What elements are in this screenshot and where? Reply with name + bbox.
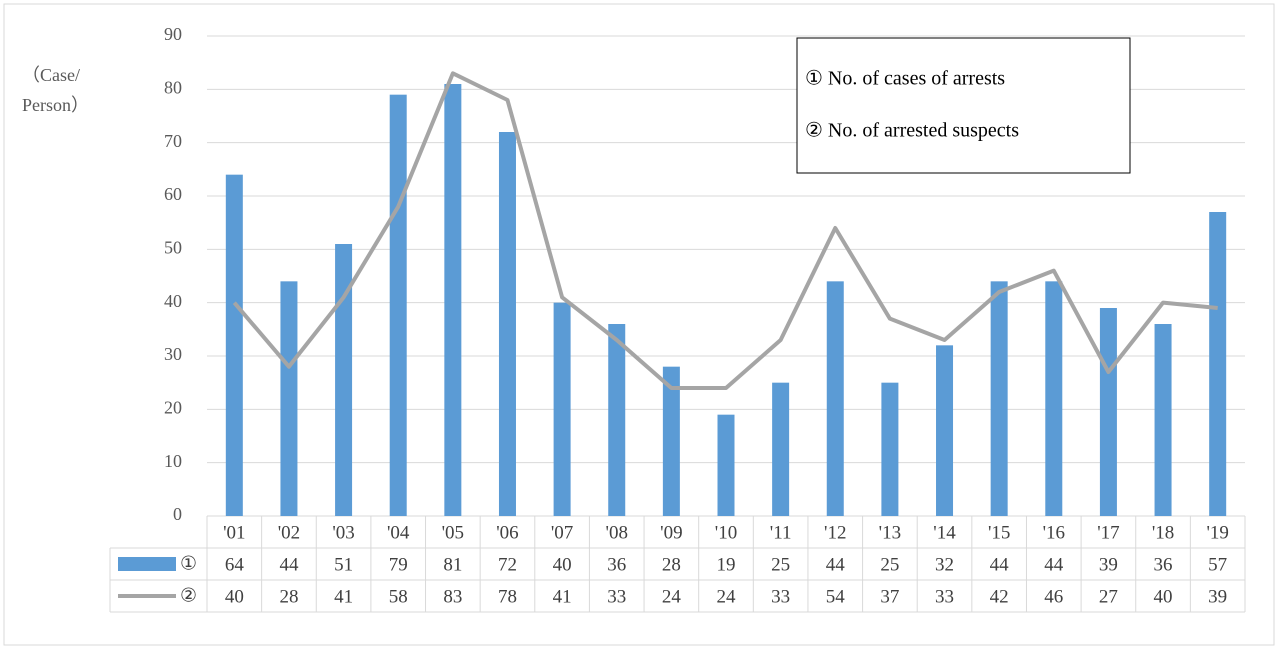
data-label: 44 — [990, 554, 1010, 575]
data-label: 58 — [389, 586, 408, 607]
bar — [1099, 308, 1117, 516]
bar — [335, 244, 353, 516]
data-label: 24 — [662, 586, 682, 607]
bar — [1209, 212, 1227, 516]
x-tick-label: '16 — [1043, 522, 1065, 543]
data-label: 54 — [826, 586, 846, 607]
data-label: 40 — [1154, 586, 1173, 607]
y-axis-label: （Case/ — [22, 65, 80, 85]
x-tick-label: '18 — [1152, 522, 1174, 543]
y-tick-label: 50 — [164, 237, 182, 257]
data-label: 28 — [662, 554, 681, 575]
bar — [1045, 281, 1063, 516]
data-label: 25 — [880, 554, 899, 575]
data-label: 41 — [553, 586, 572, 607]
data-label: 24 — [717, 586, 737, 607]
data-label: 57 — [1208, 554, 1227, 575]
data-label: 51 — [334, 554, 353, 575]
data-label: 44 — [826, 554, 846, 575]
data-label: 32 — [935, 554, 954, 575]
x-tick-label: '10 — [715, 522, 737, 543]
x-tick-label: '15 — [988, 522, 1010, 543]
x-tick-label: '17 — [1097, 522, 1119, 543]
data-label: 79 — [389, 554, 408, 575]
y-axis-label: Person） — [22, 95, 89, 115]
bar — [608, 324, 626, 516]
data-label: 46 — [1044, 586, 1063, 607]
bar — [1154, 324, 1172, 516]
data-label: 39 — [1208, 586, 1227, 607]
x-tick-label: '05 — [442, 522, 464, 543]
x-tick-label: '04 — [387, 522, 410, 543]
data-label: 44 — [279, 554, 299, 575]
data-label: 83 — [443, 586, 462, 607]
y-tick-label: 20 — [164, 397, 182, 417]
line — [232, 71, 1218, 390]
y-tick-label: 60 — [164, 184, 182, 204]
data-label: 33 — [935, 586, 954, 607]
legend — [796, 37, 1131, 174]
data-label: 33 — [771, 586, 790, 607]
bar — [498, 132, 516, 516]
data-label: 81 — [443, 554, 462, 575]
y-tick-label: 10 — [164, 451, 182, 471]
y-tick-label: 90 — [164, 24, 182, 44]
x-tick-label: '13 — [879, 522, 901, 543]
bar — [444, 84, 462, 516]
data-label: 39 — [1099, 554, 1118, 575]
data-label: 72 — [498, 554, 517, 575]
y-tick-label: 30 — [164, 344, 182, 364]
bar — [553, 302, 571, 516]
x-tick-label: '19 — [1206, 522, 1228, 543]
x-tick-label: '06 — [496, 522, 518, 543]
bar — [280, 281, 298, 516]
chart-border — [3, 3, 1275, 646]
data-label: 19 — [717, 554, 736, 575]
data-label: 28 — [279, 586, 298, 607]
legend-label: ① No. of cases of arrests — [805, 68, 1005, 90]
data-label: 25 — [771, 554, 790, 575]
y-tick-label: 40 — [164, 291, 182, 311]
bar — [772, 382, 790, 516]
data-label: 41 — [334, 586, 353, 607]
y-tick-label: 70 — [164, 131, 182, 151]
legend-label: ② No. of arrested suspects — [805, 120, 1019, 142]
data-label: 36 — [607, 554, 626, 575]
x-tick-label: '07 — [551, 522, 573, 543]
x-tick-label: '01 — [223, 522, 245, 543]
legend-swatch — [118, 557, 176, 571]
data-label: 40 — [553, 554, 572, 575]
x-tick-label: '09 — [660, 522, 682, 543]
x-tick-label: '02 — [278, 522, 300, 543]
bar — [936, 345, 954, 516]
data-label: 78 — [498, 586, 517, 607]
x-tick-label: '11 — [770, 522, 792, 543]
x-tick-label: '03 — [332, 522, 354, 543]
bar — [389, 94, 407, 517]
data-label: 44 — [1044, 554, 1064, 575]
bar — [717, 414, 735, 516]
data-label: 36 — [1154, 554, 1173, 575]
bar — [881, 382, 899, 516]
table-row-label: ② — [180, 585, 197, 606]
x-tick-label: '14 — [933, 522, 956, 543]
bar — [662, 366, 680, 516]
y-tick-label: 0 — [173, 504, 182, 524]
x-tick-label: '12 — [824, 522, 846, 543]
bar — [225, 174, 243, 516]
data-label: 33 — [607, 586, 626, 607]
data-label: 40 — [225, 586, 244, 607]
bar — [826, 281, 844, 516]
data-label: 37 — [880, 586, 899, 607]
table-row-label: ① — [180, 553, 197, 574]
data-label: 27 — [1099, 586, 1118, 607]
bar — [990, 281, 1008, 516]
y-tick-label: 80 — [164, 77, 182, 97]
x-tick-label: '08 — [606, 522, 628, 543]
data-label: 64 — [225, 554, 245, 575]
data-label: 42 — [990, 586, 1009, 607]
